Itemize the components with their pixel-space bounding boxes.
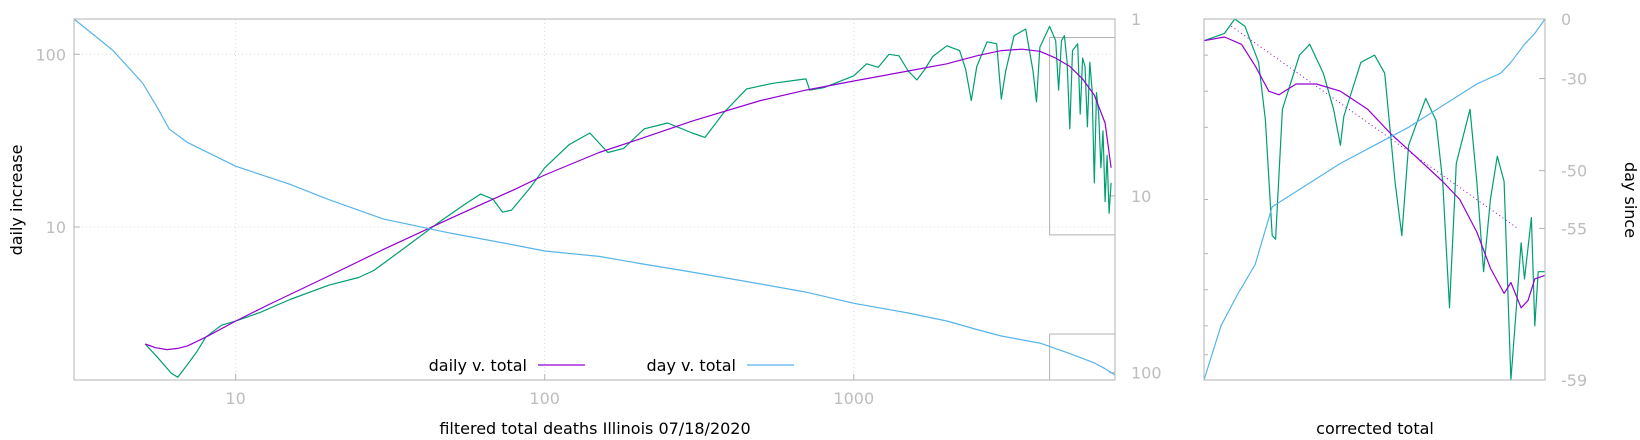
zoom-box [1049,333,1116,381]
inset-y2-tick-label: -55 [1561,219,1587,238]
y2-tick-label: 100 [1131,364,1162,383]
inset-trend-dotted [1231,25,1518,229]
inset-y2-tick-label: -50 [1561,162,1587,181]
y-tick-label: 100 [35,45,66,64]
inset-y2-tick-label: 0 [1561,10,1571,29]
inset-chart-panel: 0 -30 -50 -55 -59 corrected total day since [1203,10,1640,438]
inset-x-axis-title: corrected total [1316,419,1434,438]
y2-tick-label: 1 [1131,10,1141,29]
series-day-v-total [73,18,1116,376]
y-tick-label: 10 [46,218,66,237]
x-tick-label: 100 [529,389,560,408]
inset-y2-tick-label: -30 [1561,70,1587,89]
inset-series-daily [1203,36,1546,309]
grid-lines [74,18,1115,380]
x-axis-title: filtered total deaths Illinois 07/18/202… [439,419,750,438]
inset-y2-tick-label: -59 [1561,371,1587,390]
inset-y2-axis-title: day since [1621,162,1640,238]
x-tick-labels: 10 100 1000 [225,389,874,408]
inset-series-day [1203,18,1546,381]
zoom-boxes [1049,37,1116,381]
inset-minor-ticks [1204,18,1545,381]
y-tick-labels: 10 100 [35,45,66,237]
x-tick-label: 1000 [833,389,874,408]
y2-tick-label: 10 [1131,187,1151,206]
inset-series-lines [1203,18,1546,381]
main-chart-panel: 10 100 1000 10 100 1 10 100 filtered total de… [7,10,1162,438]
y2-tick-labels: 1 10 100 [1131,10,1162,383]
y-axis-title: daily increase [7,145,26,256]
inset-y2-tick-labels: 0 -30 -50 -55 -59 [1561,10,1587,390]
plot-frame [73,18,1116,381]
x-tick-label: 10 [225,389,245,408]
inset-plot-frame [1203,18,1546,381]
inset-series-raw [1203,18,1545,381]
legend: daily v. total day v. total [429,356,794,375]
legend-label-day: day v. total [647,356,737,375]
legend-label-daily: daily v. total [429,356,527,375]
series-raw-daily [144,25,1112,378]
series-daily-v-total [144,48,1112,351]
series-lines [73,18,1116,378]
